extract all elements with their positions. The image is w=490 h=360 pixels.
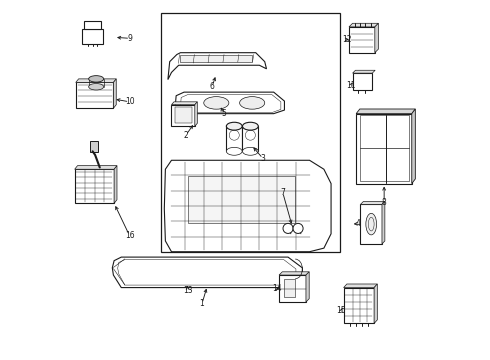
Ellipse shape [89,84,104,90]
Circle shape [293,224,303,233]
Bar [180,55,252,62]
Text: 11: 11 [346,81,356,90]
Text: 2: 2 [183,131,188,140]
Text: 1: 1 [199,299,204,308]
Ellipse shape [226,147,242,155]
Bar [76,82,113,108]
Ellipse shape [243,122,258,130]
Text: 15: 15 [336,306,346,315]
Polygon shape [114,166,117,203]
Polygon shape [113,79,116,108]
Bar [353,73,372,90]
Text: 5: 5 [221,109,226,118]
Polygon shape [195,102,197,126]
Text: 14: 14 [272,284,282,293]
Text: 3: 3 [261,154,266,163]
Bar [172,105,195,126]
Bar [360,116,409,181]
Text: 6: 6 [210,82,215,91]
Polygon shape [279,272,309,275]
Polygon shape [356,109,416,114]
Text: 7: 7 [280,188,285,197]
Bar [161,13,340,252]
Text: 9: 9 [128,34,133,43]
Bar [84,22,101,29]
Polygon shape [76,79,116,82]
Text: 16: 16 [125,231,134,240]
Polygon shape [112,257,302,288]
Bar [243,126,258,151]
Bar [82,29,103,44]
Bar [343,288,374,323]
Polygon shape [306,272,309,302]
Bar [90,141,98,152]
Ellipse shape [226,122,242,130]
Ellipse shape [366,213,377,235]
Bar [279,275,306,302]
Polygon shape [175,92,285,114]
Polygon shape [353,70,375,73]
Polygon shape [164,160,331,252]
Text: 12: 12 [342,35,352,44]
Polygon shape [349,23,378,27]
Bar [226,126,242,151]
Polygon shape [361,202,385,204]
Text: 13: 13 [183,286,193,295]
Polygon shape [382,202,385,244]
Bar [349,27,375,53]
Text: 4: 4 [356,219,361,228]
Text: 8: 8 [382,198,387,207]
Polygon shape [74,166,117,169]
Ellipse shape [243,147,258,155]
Ellipse shape [240,96,265,109]
Ellipse shape [204,96,229,109]
Text: 10: 10 [125,97,134,106]
Bar [74,169,114,203]
Bar [175,107,192,123]
Bar [356,114,412,184]
Polygon shape [168,53,267,80]
Bar [188,176,295,223]
Ellipse shape [89,76,104,82]
Polygon shape [412,109,416,184]
Polygon shape [172,102,197,105]
Bar [285,279,295,297]
Polygon shape [343,284,377,288]
Polygon shape [375,23,378,53]
Circle shape [283,224,293,233]
Polygon shape [374,284,377,323]
Bar [361,204,382,244]
